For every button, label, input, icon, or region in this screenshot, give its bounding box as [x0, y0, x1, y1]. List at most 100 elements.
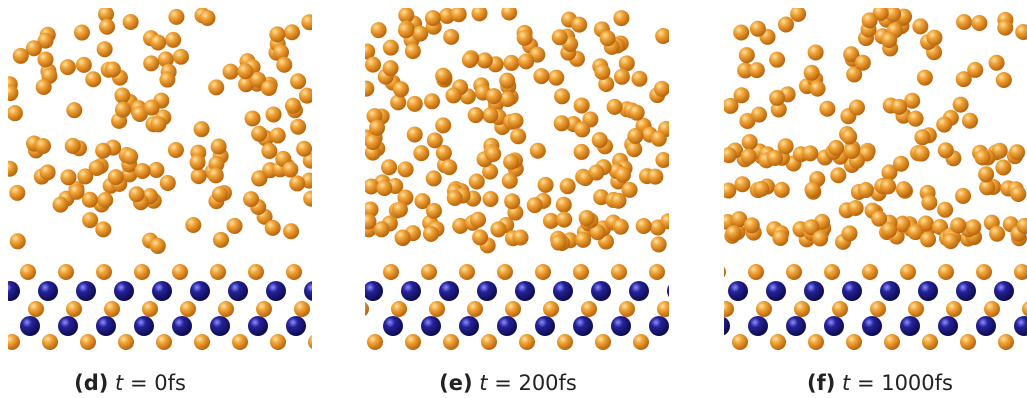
- substrate-atom: [42, 334, 58, 350]
- substrate-atom: [960, 334, 976, 350]
- substrate-atom: [308, 334, 324, 350]
- substrate-atom: [180, 301, 196, 317]
- atom: [926, 30, 942, 46]
- atom: [296, 141, 312, 157]
- substrate-atom: [557, 334, 573, 350]
- substrate-atom: [732, 334, 748, 350]
- substrate-atom: [870, 301, 886, 317]
- atom: [575, 232, 591, 248]
- substrate-atom: [96, 264, 112, 280]
- atom: [912, 18, 928, 34]
- atom: [446, 87, 462, 103]
- atom: [150, 34, 166, 50]
- atom: [245, 111, 261, 127]
- atom: [270, 128, 286, 144]
- atom: [742, 134, 758, 150]
- atom: [451, 6, 467, 22]
- substrate-atom: [832, 301, 848, 317]
- substrate-atom: [294, 301, 310, 317]
- substrate-atom: [332, 301, 348, 317]
- atom: [251, 126, 267, 142]
- atom: [108, 169, 124, 185]
- atom: [168, 142, 184, 158]
- atom: [510, 128, 526, 144]
- substrate-atom: [256, 301, 272, 317]
- atom: [462, 52, 478, 68]
- atom: [513, 229, 529, 245]
- substrate-atom: [76, 281, 96, 301]
- substrate-atom: [900, 264, 916, 280]
- substrate-atom: [591, 281, 611, 301]
- atom: [812, 230, 828, 246]
- substrate-atom: [629, 281, 649, 301]
- substrate-atom: [324, 316, 344, 336]
- atom: [165, 32, 181, 48]
- atom: [978, 166, 994, 182]
- substrate-atom: [4, 334, 20, 350]
- substrate-atom: [80, 334, 96, 350]
- atom: [426, 203, 442, 219]
- substrate-atom: [383, 264, 399, 280]
- panel-letter: (d): [74, 371, 108, 395]
- atom: [383, 40, 399, 56]
- substrate-atom: [710, 316, 730, 336]
- substrate-atom: [824, 264, 840, 280]
- substrate-atom: [405, 334, 421, 350]
- substrate-atom: [28, 301, 44, 317]
- atom: [651, 131, 667, 147]
- atom: [76, 57, 92, 73]
- atom: [627, 128, 643, 144]
- substrate-atom: [118, 334, 134, 350]
- atom: [508, 113, 524, 129]
- substrate-atom: [156, 334, 172, 350]
- atom: [790, 6, 806, 22]
- atom: [530, 143, 546, 159]
- substrate-atom: [353, 301, 369, 317]
- atom: [808, 44, 824, 60]
- substrate-atom: [938, 316, 958, 336]
- atom: [194, 121, 210, 137]
- substrate-atom: [671, 334, 687, 350]
- substrate-atom: [770, 334, 786, 350]
- atom: [556, 212, 572, 228]
- atom: [376, 180, 392, 196]
- substrate-atom: [248, 264, 264, 280]
- atom: [501, 4, 517, 20]
- atom: [213, 232, 229, 248]
- atom: [97, 41, 113, 57]
- substrate-atom: [657, 301, 673, 317]
- substrate-atom: [862, 316, 882, 336]
- atom: [1009, 144, 1025, 160]
- substrate-atom: [862, 264, 878, 280]
- atom: [74, 25, 90, 41]
- atom: [290, 73, 306, 89]
- atom: [613, 10, 629, 26]
- substrate-atom: [573, 264, 589, 280]
- atom: [613, 219, 629, 235]
- substrate-atom: [342, 281, 362, 301]
- atom: [753, 181, 769, 197]
- atom: [804, 65, 820, 81]
- atom: [574, 121, 590, 137]
- atom: [9, 185, 25, 201]
- atom: [936, 117, 952, 133]
- substrate-atom: [505, 301, 521, 317]
- substrate-atom: [218, 301, 234, 317]
- atom: [251, 170, 267, 186]
- atom: [185, 217, 201, 233]
- substrate-atom: [401, 281, 421, 301]
- substrate-atom: [687, 316, 707, 336]
- atom: [955, 188, 971, 204]
- atom: [733, 24, 749, 40]
- atom: [720, 183, 736, 199]
- substrate-atom: [709, 334, 725, 350]
- atom: [778, 16, 794, 32]
- atom: [65, 138, 81, 154]
- atom: [503, 154, 519, 170]
- atom: [360, 213, 376, 229]
- atom: [631, 71, 647, 87]
- atom: [579, 210, 595, 226]
- atom: [150, 238, 166, 254]
- atom: [89, 160, 105, 176]
- substrate-atom: [248, 316, 268, 336]
